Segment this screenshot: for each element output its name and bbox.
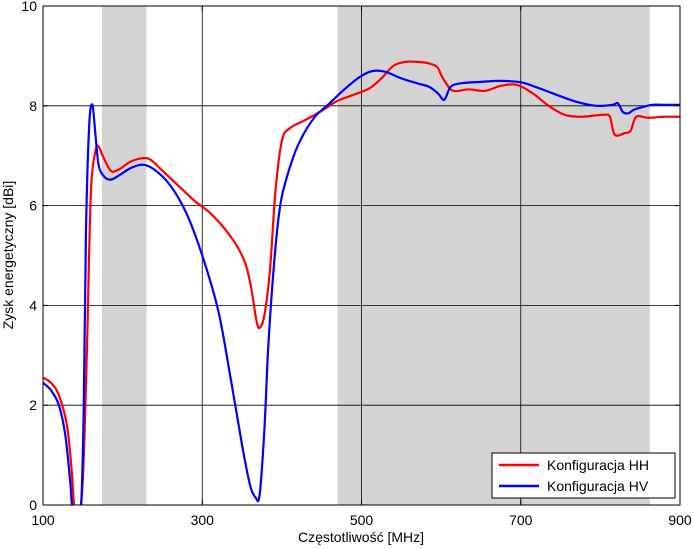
y-tick-label-2: 4: [29, 297, 37, 313]
series-line-hv: [43, 69, 680, 505]
legend-label-hh: Konfiguracja HH: [547, 457, 649, 473]
x-tick-label-3: 700: [509, 512, 533, 528]
series-line-hh: [43, 60, 680, 505]
axis-ticks: 100 300 500 700 900 0 2 4 6 8 10: [21, 0, 691, 528]
x-tick-label-2: 500: [350, 512, 374, 528]
shaded-bands: [101, 6, 650, 505]
x-tick-label-4: 900: [668, 512, 692, 528]
grid: [43, 6, 680, 505]
y-tick-label-5: 10: [21, 0, 37, 14]
y-tick-label-4: 8: [29, 98, 37, 114]
legend-label-hv: Konfiguracja HV: [547, 478, 649, 494]
x-tick-label-0: 100: [31, 512, 55, 528]
y-tick-label-1: 2: [29, 397, 37, 413]
shaded-band-0: [101, 6, 147, 505]
y-axis-label: Zysk energetyczny [dBi]: [0, 181, 16, 330]
x-tick-label-1: 300: [191, 512, 215, 528]
x-axis-label: Częstotliwość [MHz]: [298, 529, 424, 545]
legend-box: [491, 452, 676, 499]
series-lines: [43, 60, 680, 505]
y-tick-label-3: 6: [29, 198, 37, 214]
y-tick-label-0: 0: [29, 497, 37, 513]
legend: Konfiguracja HH Konfiguracja HV: [491, 452, 676, 499]
